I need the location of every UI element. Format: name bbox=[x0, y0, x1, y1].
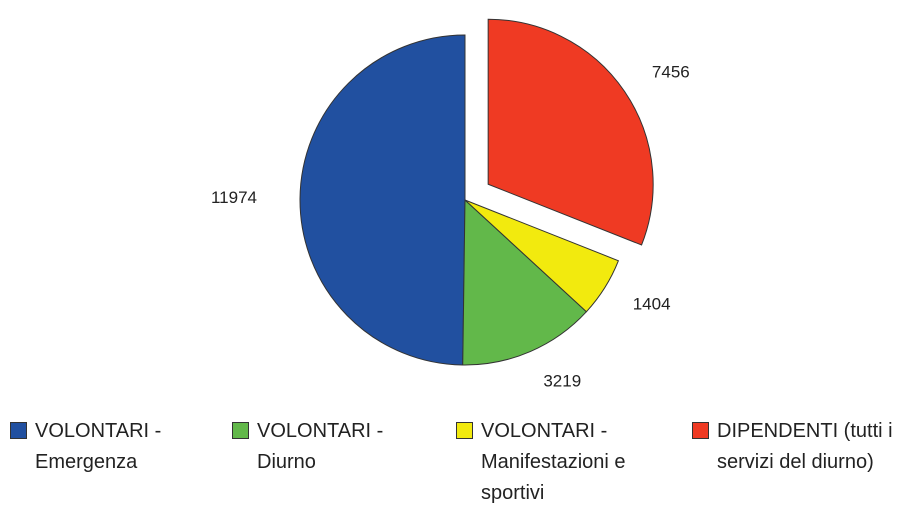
data-label: 7456 bbox=[652, 62, 690, 81]
data-label: 1404 bbox=[633, 295, 671, 314]
pie-slice bbox=[462, 198, 588, 366]
pie-slice bbox=[464, 199, 620, 313]
data-label: 3219 bbox=[543, 371, 581, 390]
legend-swatch bbox=[456, 422, 473, 439]
legend-label: VOLONTARI - Manifestazioni e sportivi bbox=[481, 420, 626, 504]
legend-label: VOLONTARI - Emergenza bbox=[35, 420, 162, 473]
legend-label: DIPENDENTI (tutti i servizi del diurno) bbox=[717, 420, 893, 473]
legend-swatch bbox=[10, 422, 27, 439]
pie-slice bbox=[487, 18, 654, 246]
pie-slice bbox=[299, 34, 466, 366]
data-label: 11974 bbox=[211, 188, 257, 207]
legend-swatch bbox=[232, 422, 249, 439]
legend-swatch bbox=[692, 422, 709, 439]
legend-label: VOLONTARI - Diurno bbox=[257, 420, 384, 473]
